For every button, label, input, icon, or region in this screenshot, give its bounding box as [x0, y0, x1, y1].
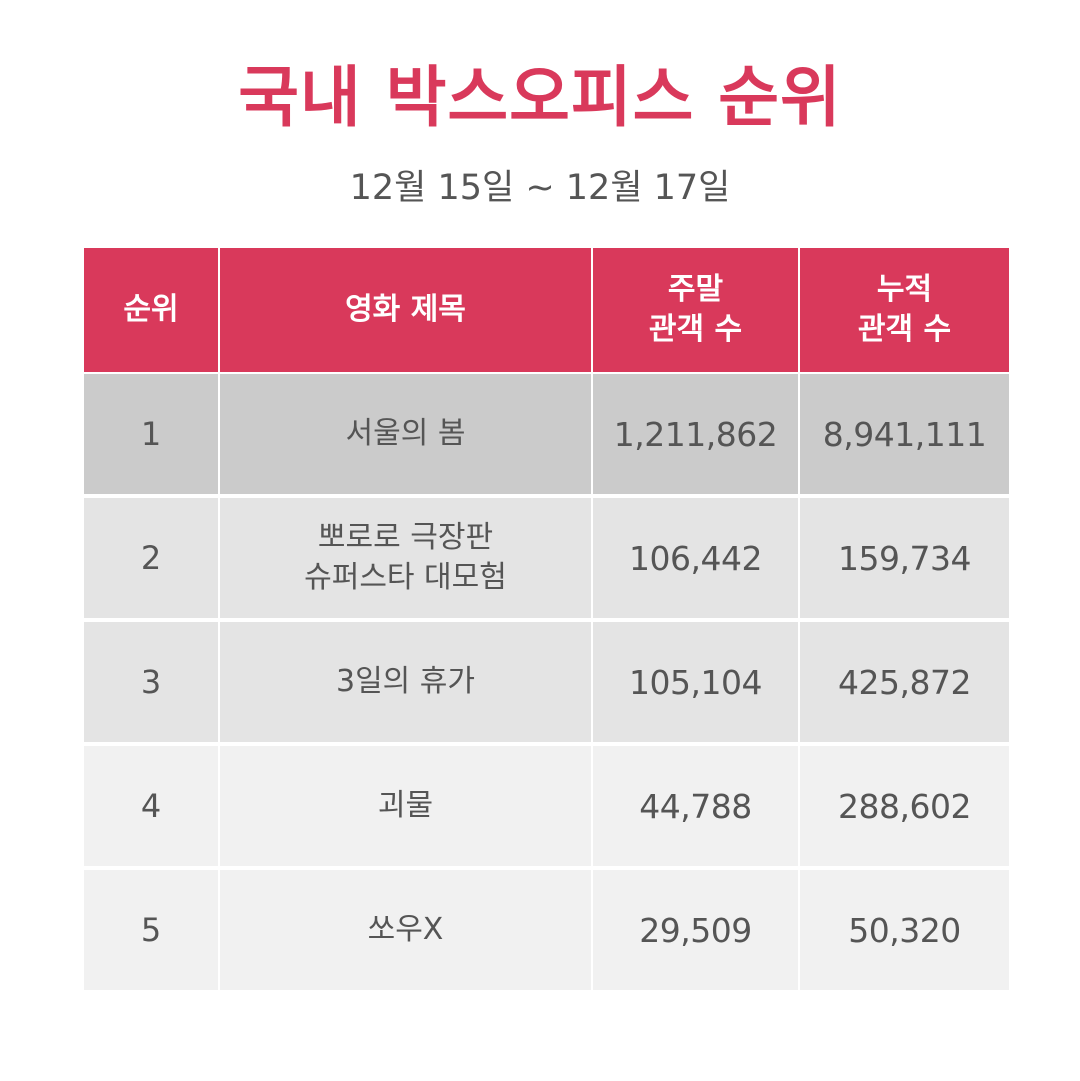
table-header: 순위 영화 제목 주말 관객 수 누적 관객 수 — [84, 248, 1009, 372]
rank-cell: 2 — [84, 498, 220, 618]
weekend-audience: 29,509 — [639, 910, 752, 950]
page-title: 국내 박스오피스 순위 — [238, 59, 842, 136]
rank-value: 5 — [140, 911, 162, 949]
header-title: 영화 제목 — [220, 248, 593, 372]
header-title-label: 영화 제목 — [345, 292, 466, 327]
header-total-label-2: 관객 수 — [857, 312, 952, 347]
weekend-cell: 105,104 — [593, 622, 800, 742]
header-total: 누적 관객 수 — [800, 248, 1009, 372]
table-row: 4 괴물 44,788 288,602 — [84, 744, 1009, 866]
title-cell: 뽀로로 극장판 슈퍼스타 대모험 — [220, 498, 593, 618]
rank-value: 1 — [140, 415, 162, 453]
movie-title-line-1: 뽀로로 극장판 — [317, 520, 494, 555]
total-audience: 288,602 — [838, 786, 971, 826]
weekend-audience: 1,211,862 — [613, 414, 778, 454]
header-weekend: 주말 관객 수 — [593, 248, 800, 372]
date-range: 12월 15일 ~ 12월 17일 — [349, 168, 731, 208]
total-audience: 425,872 — [838, 662, 971, 702]
total-audience: 50,320 — [848, 910, 961, 950]
total-audience: 159,734 — [838, 538, 971, 578]
total-cell: 425,872 — [800, 622, 1009, 742]
movie-title: 서울의 봄 — [345, 416, 466, 451]
header-rank: 순위 — [84, 248, 220, 372]
weekend-cell: 106,442 — [593, 498, 800, 618]
rank-cell: 1 — [84, 374, 220, 494]
rank-value: 3 — [140, 663, 162, 701]
movie-title: 쏘우X — [367, 912, 444, 947]
rank-value: 2 — [140, 539, 162, 577]
total-audience: 8,941,111 — [822, 414, 987, 454]
movie-title: 괴물 — [377, 788, 434, 823]
header-rank-label: 순위 — [123, 292, 179, 327]
header-weekend-label-2: 관객 수 — [648, 312, 743, 347]
weekend-cell: 44,788 — [593, 746, 800, 866]
header-weekend-label-1: 주말 — [667, 272, 724, 307]
rank-cell: 3 — [84, 622, 220, 742]
total-cell: 288,602 — [800, 746, 1009, 866]
weekend-audience: 105,104 — [629, 662, 762, 702]
movie-title-line-2: 슈퍼스타 대모험 — [304, 560, 507, 595]
weekend-audience: 44,788 — [639, 786, 752, 826]
total-cell: 8,941,111 — [800, 374, 1009, 494]
weekend-cell: 1,211,862 — [593, 374, 800, 494]
weekend-audience: 106,442 — [629, 538, 762, 578]
table-row: 1 서울의 봄 1,211,862 8,941,111 — [84, 372, 1009, 494]
rank-value: 4 — [140, 787, 162, 825]
table-row: 2 뽀로로 극장판 슈퍼스타 대모험 106,442 159,734 — [84, 496, 1009, 618]
table-row: 5 쏘우X 29,509 50,320 — [84, 868, 1009, 990]
rank-cell: 4 — [84, 746, 220, 866]
title-cell: 3일의 휴가 — [220, 622, 593, 742]
title-cell: 서울의 봄 — [220, 374, 593, 494]
total-cell: 159,734 — [800, 498, 1009, 618]
title-cell: 쏘우X — [220, 870, 593, 990]
total-cell: 50,320 — [800, 870, 1009, 990]
table-row: 3 3일의 휴가 105,104 425,872 — [84, 620, 1009, 742]
weekend-cell: 29,509 — [593, 870, 800, 990]
rank-cell: 5 — [84, 870, 220, 990]
box-office-table: 순위 영화 제목 주말 관객 수 누적 관객 수 1 서울의 봄 1,211,8… — [84, 248, 1009, 990]
movie-title: 3일의 휴가 — [335, 664, 476, 699]
title-cell: 괴물 — [220, 746, 593, 866]
header-total-label-1: 누적 — [876, 272, 933, 307]
